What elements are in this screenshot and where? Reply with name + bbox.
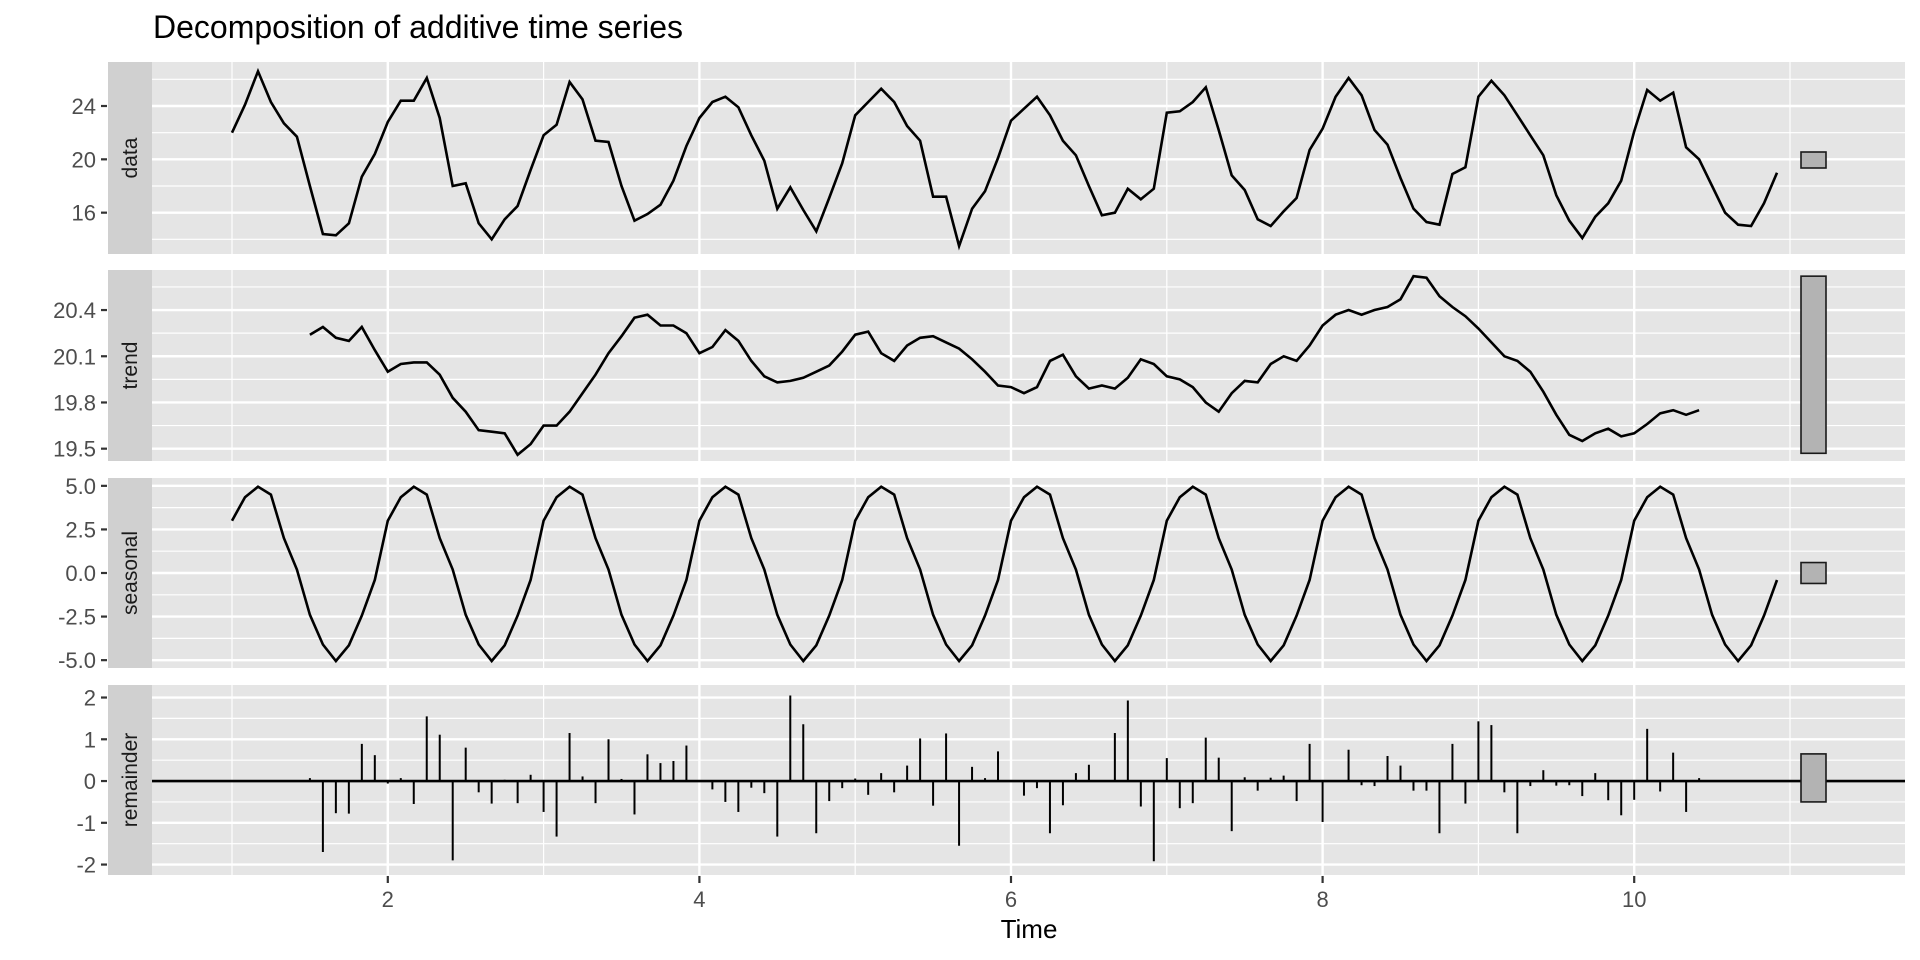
y-tick-label: 20: [72, 147, 96, 172]
y-tick-label: -1: [76, 811, 96, 836]
chart-title: Decomposition of additive time series: [153, 9, 683, 45]
panel-background: [152, 270, 1905, 461]
y-tick-label: 20.1: [53, 344, 96, 369]
strip-trend: [108, 270, 152, 461]
scale-bar-data: [1800, 151, 1827, 169]
x-axis-title: Time: [1001, 914, 1058, 944]
data-line: [230, 67, 1779, 251]
strip-data: [108, 62, 152, 254]
y-tick-label: 19.5: [53, 437, 96, 462]
scale-bar-remainder: [1800, 753, 1827, 803]
strip-label-trend: trend: [119, 342, 142, 390]
y-tick-label: 0: [84, 769, 96, 794]
y-tick-label: -5.0: [58, 648, 96, 673]
panel-data: data 16 20 24: [72, 62, 1905, 254]
facet-panels: data162024trend19.519.820.120.4seasonal-…: [53, 62, 1905, 878]
y-tick-label: 16: [72, 201, 96, 226]
strip-label-remainder: remainder: [119, 733, 142, 828]
y-tick-label: -2: [76, 853, 96, 878]
y-tick-label: 5.0: [65, 474, 96, 499]
seasonal-line: [230, 485, 1779, 664]
y-tick-label: -2.5: [58, 605, 96, 630]
x-tick-label: 8: [1316, 887, 1328, 912]
scale-bar-trend: [1800, 275, 1827, 455]
panel-remainder: remainder -2 -1 0 1 2: [76, 685, 1905, 878]
strip-remainder: [108, 685, 152, 875]
y-tick-label: 1: [84, 727, 96, 752]
y-tick-label: 2: [84, 686, 96, 711]
strip-seasonal: [108, 478, 152, 668]
x-axis: 2 4 6 8 10: [382, 876, 1646, 912]
y-tick-label: 19.8: [53, 390, 96, 415]
scale-bar-seasonal: [1800, 561, 1827, 585]
trend-line: [309, 274, 1700, 457]
panel-trend: trend 19.5 19.8 20.1 20.4: [53, 270, 1905, 462]
panel-background: [152, 62, 1905, 254]
panel-seasonal: seasonal -5.0 -2.5 0.0 2.5 5.0: [58, 474, 1905, 673]
strip-label-data: data: [119, 137, 142, 178]
y-tick-label: 0.0: [65, 561, 96, 586]
x-tick-label: 6: [1005, 887, 1017, 912]
strip-label-seasonal: seasonal: [119, 531, 142, 615]
x-tick-label: 2: [382, 887, 394, 912]
x-tick-label: 4: [693, 887, 705, 912]
x-tick-label: 10: [1622, 887, 1646, 912]
y-tick-label: 2.5: [65, 517, 96, 542]
y-tick-label: 24: [72, 94, 96, 119]
y-tick-label: 20.4: [53, 298, 96, 323]
